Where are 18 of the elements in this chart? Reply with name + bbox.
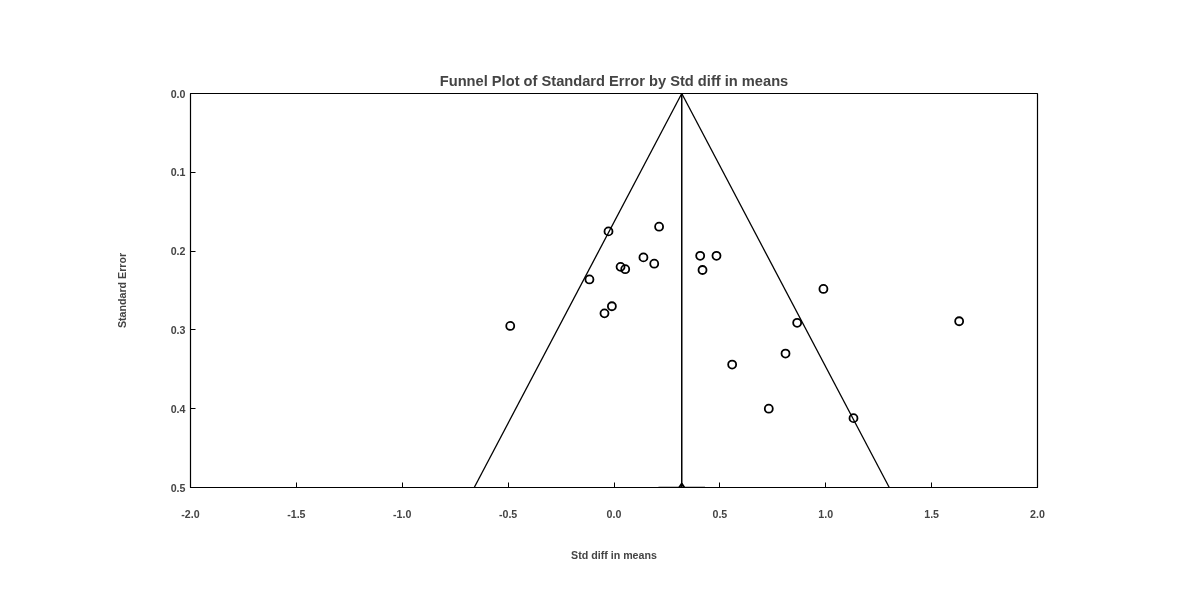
y-tick-label: 0.3 [170,323,186,336]
chart-title: Funnel Plot of Standard Error by Std diff in means [439,72,789,89]
x-tick-label: -2.0 [181,507,200,520]
y-tick-label: 0.4 [170,402,186,415]
x-tick-label: -1.0 [393,507,412,520]
x-tick-label: 1.0 [818,507,834,520]
y-tick-label: 0.0 [170,87,186,100]
x-tick-label: 0.5 [712,507,728,520]
x-tick-label: 0.0 [606,507,622,520]
y-tick-label: 0.5 [170,481,186,494]
x-axis-title: Std diff in means [571,548,657,561]
x-tick-label: 2.0 [1030,507,1045,520]
y-tick-label: 0.1 [170,166,186,179]
x-tick-label: -1.5 [287,507,306,520]
y-axis-title: Standard Error [115,252,128,329]
y-tick-label: 0.2 [170,245,186,258]
x-tick-label: 1.5 [924,507,940,520]
x-tick-label: -0.5 [498,507,518,520]
